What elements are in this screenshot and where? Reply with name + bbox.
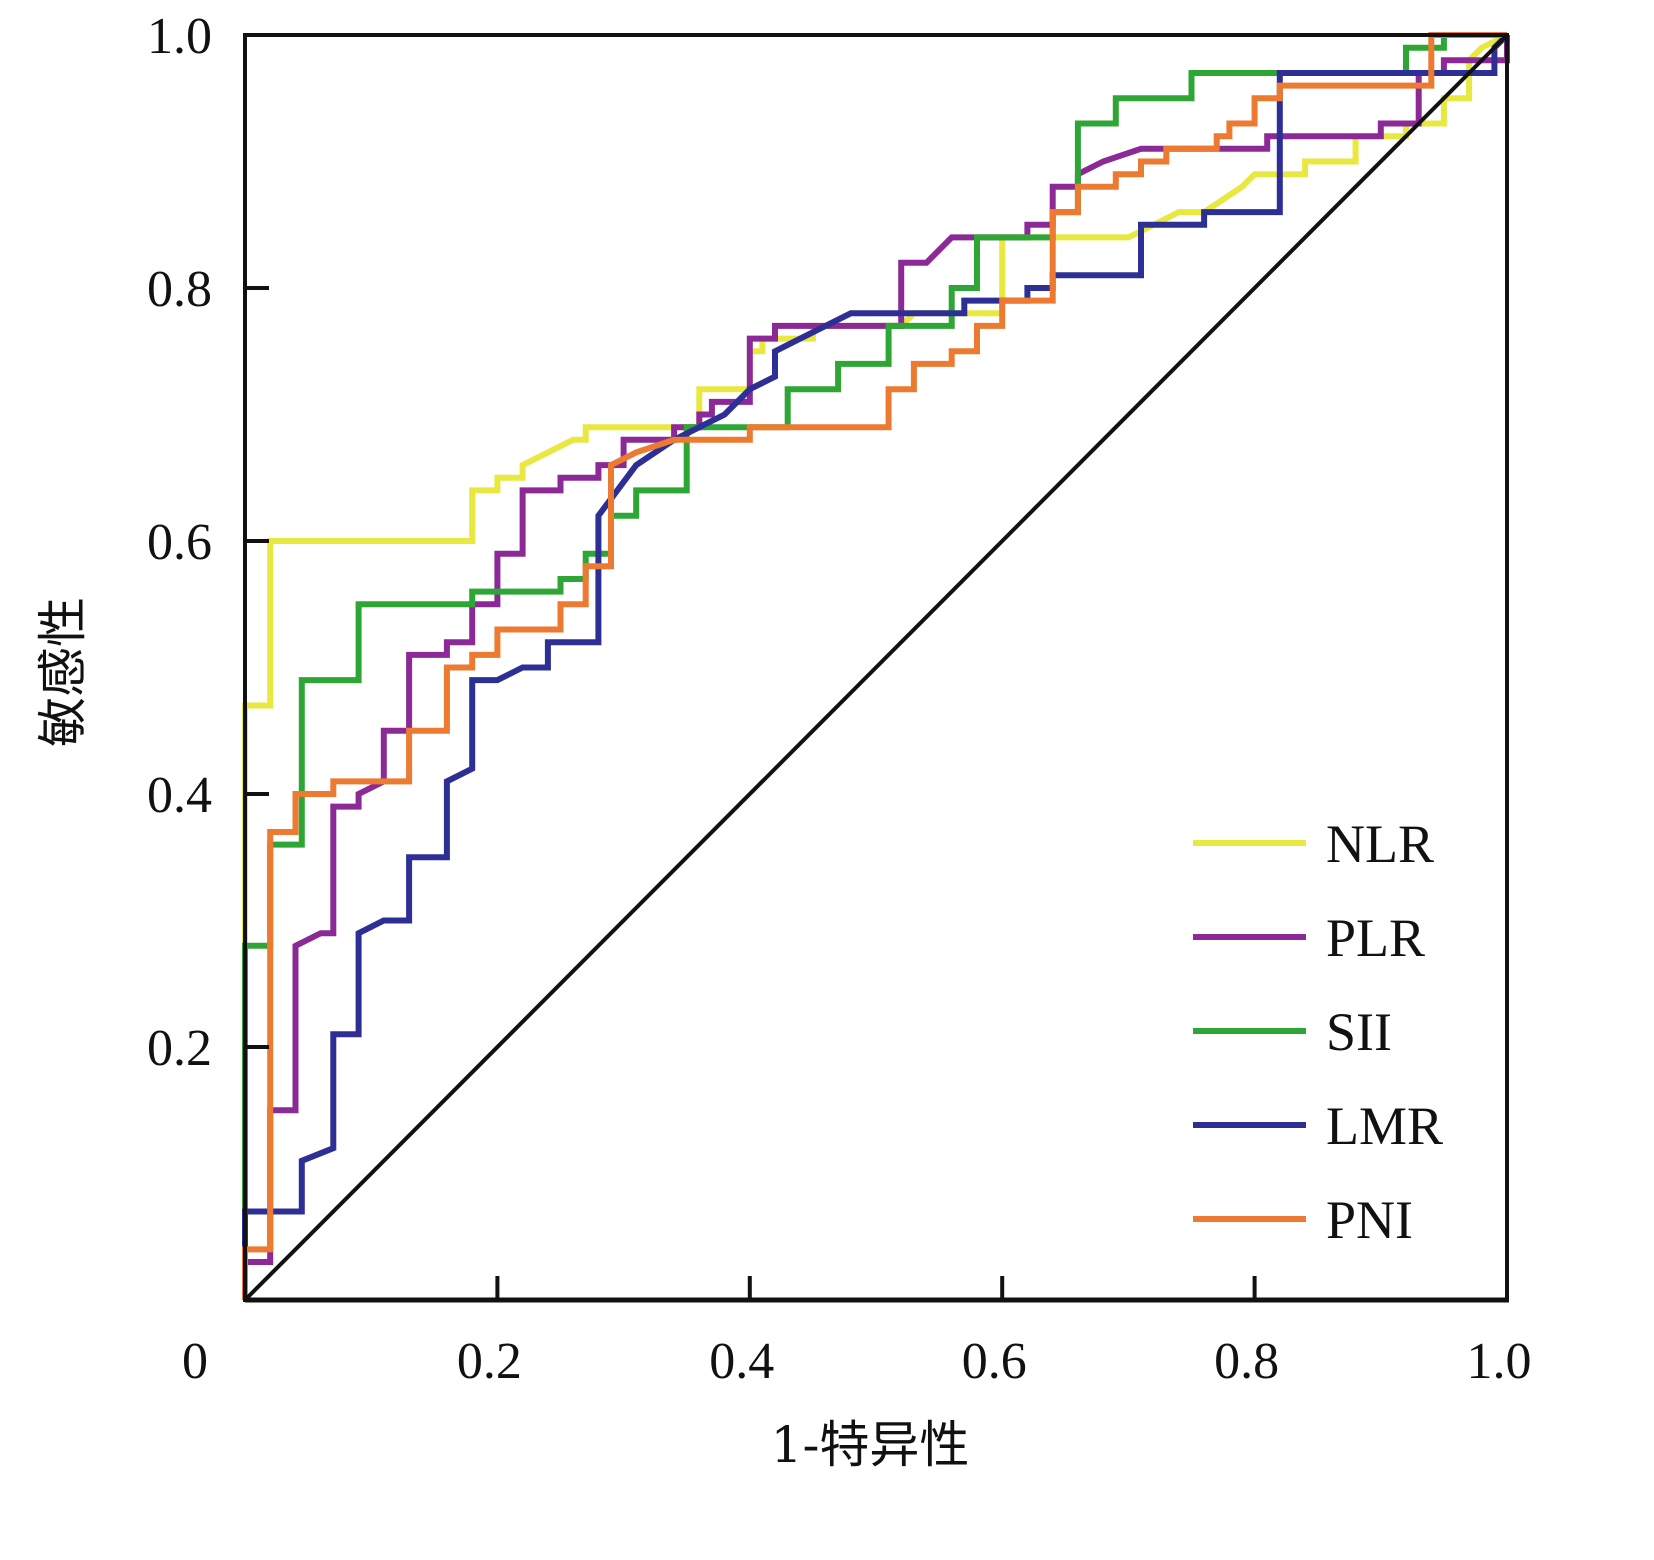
y-tick-label: 0.4	[147, 767, 212, 824]
legend: NLR PLR SII LMR PNI	[1193, 814, 1443, 1250]
legend-item-lmr: LMR	[1193, 1096, 1443, 1156]
legend-item-nlr: NLR	[1193, 814, 1434, 874]
axes	[243, 33, 1509, 1303]
roc-curve-sii	[242, 32, 1507, 1300]
legend-label: PNI	[1326, 1190, 1413, 1250]
y-axis-title: 敏感性	[34, 597, 92, 747]
legend-label: SII	[1326, 1002, 1392, 1062]
legend-item-pni: PNI	[1193, 1190, 1413, 1250]
legend-item-plr: PLR	[1193, 908, 1425, 968]
y-ticks: 0.2 0.4 0.6 0.8 1.0	[147, 8, 269, 1077]
x-tick-label: 0.2	[457, 1333, 522, 1390]
y-tick-label: 1.0	[147, 8, 212, 65]
x-tick-label: 0.4	[709, 1333, 774, 1390]
x-axis-title: 1-特异性	[771, 1416, 970, 1474]
legend-item-sii: SII	[1193, 1002, 1392, 1062]
x-tick-label: 0.6	[962, 1333, 1027, 1390]
roc-curve-pni	[242, 32, 1507, 1300]
x-tick-label-origin: 0	[182, 1333, 208, 1390]
y-tick-label: 0.6	[147, 514, 212, 571]
x-ticks: 0.2 0.4 0.6 0.8 1.0	[457, 1276, 1532, 1390]
reference-diagonal-line	[243, 33, 1509, 1302]
x-tick-label: 1.0	[1467, 1333, 1532, 1390]
y-tick-label: 0.8	[147, 261, 212, 318]
x-tick-label: 0.8	[1214, 1333, 1279, 1390]
y-tick-label: 0.2	[147, 1020, 212, 1077]
legend-label: LMR	[1326, 1096, 1443, 1156]
legend-label: PLR	[1326, 908, 1425, 968]
roc-curve-lmr	[242, 32, 1510, 1300]
curves-layer	[242, 32, 1510, 1300]
legend-label: NLR	[1326, 814, 1434, 874]
